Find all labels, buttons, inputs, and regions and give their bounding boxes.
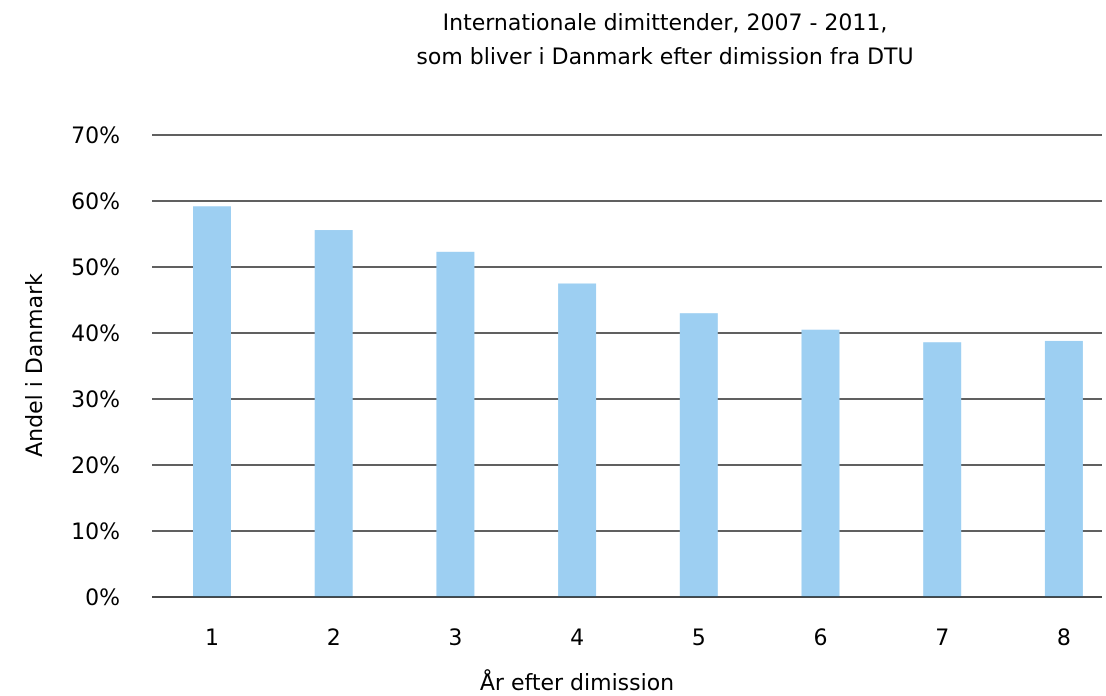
x-tick-label: 7 bbox=[935, 626, 949, 651]
x-tick-label: 4 bbox=[570, 626, 584, 651]
x-axis-ticks: 1 2 3 4 5 6 7 8 bbox=[205, 626, 1071, 651]
y-tick-label: 0% bbox=[85, 586, 120, 611]
x-tick-label: 2 bbox=[327, 626, 341, 651]
x-tick-label: 8 bbox=[1057, 626, 1071, 651]
bar-5 bbox=[679, 313, 718, 597]
chart-title-line-2: som bliver i Danmark efter dimission fra… bbox=[416, 45, 913, 70]
x-tick-label: 6 bbox=[814, 626, 828, 651]
bar-2 bbox=[314, 230, 353, 598]
bar-1 bbox=[193, 206, 231, 597]
y-axis-label: Andel i Danmark bbox=[23, 273, 48, 457]
gridlines bbox=[152, 134, 1102, 598]
y-tick-label: 60% bbox=[71, 190, 120, 215]
bar-3 bbox=[436, 251, 475, 597]
x-tick-label: 1 bbox=[205, 626, 219, 651]
bar-6 bbox=[801, 329, 840, 597]
x-tick-label: 3 bbox=[448, 626, 462, 651]
y-tick-label: 50% bbox=[71, 256, 120, 281]
x-axis-label: År efter dimission bbox=[480, 669, 674, 696]
x-tick-label: 5 bbox=[692, 626, 706, 651]
y-tick-label: 10% bbox=[71, 520, 120, 545]
bar-4 bbox=[558, 283, 597, 597]
y-tick-label: 30% bbox=[71, 388, 120, 413]
bar-7 bbox=[923, 342, 962, 597]
bar-8 bbox=[1044, 340, 1083, 597]
y-tick-label: 70% bbox=[71, 124, 120, 149]
y-axis-ticks: 0% 10% 20% 30% 40% 50% 60% 70% bbox=[71, 124, 120, 611]
y-tick-label: 40% bbox=[71, 322, 120, 347]
y-tick-label: 20% bbox=[71, 454, 120, 479]
bars bbox=[152, 206, 1102, 598]
chart-title-line-1: Internationale dimittender, 2007 - 2011, bbox=[443, 11, 888, 36]
